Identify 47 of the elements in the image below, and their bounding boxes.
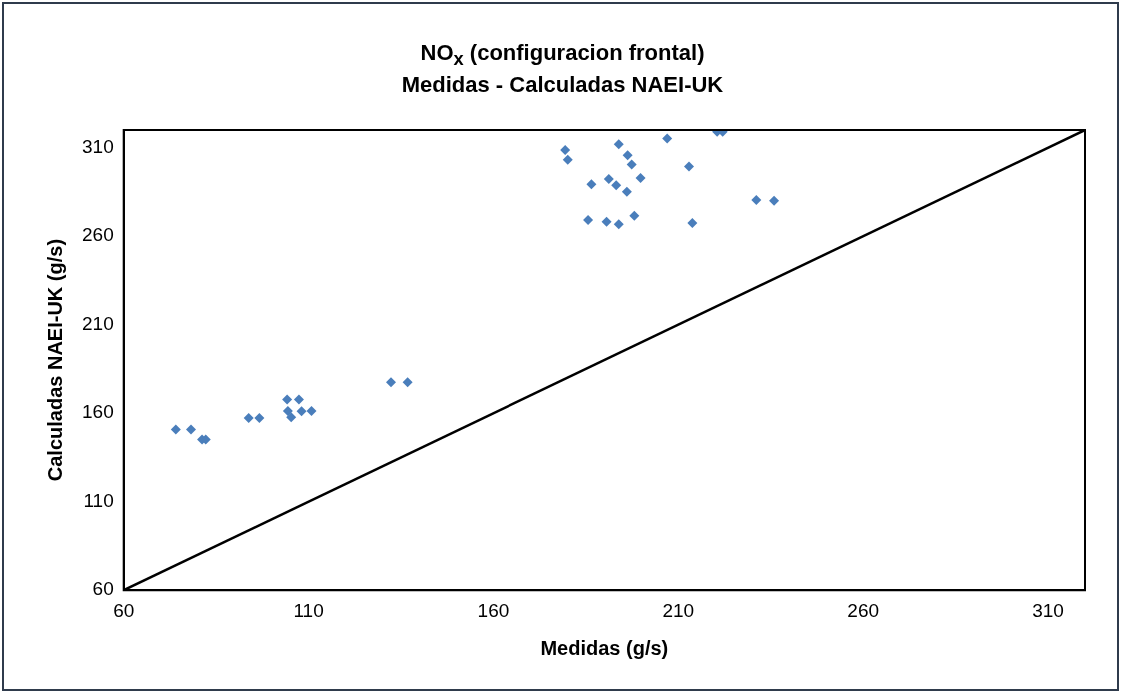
- point: [684, 161, 695, 172]
- point: [562, 154, 573, 165]
- x-axis-title: Medidas (g/s): [540, 636, 669, 659]
- point: [635, 172, 646, 183]
- y-axis-title: Calculadas NAEI-UK (g/s): [43, 238, 66, 482]
- y-tick-label: 260: [82, 224, 114, 246]
- point: [687, 217, 698, 228]
- point: [296, 406, 307, 417]
- point: [613, 219, 624, 230]
- x-tick-label: 60: [113, 599, 135, 621]
- x-tick-label: 210: [662, 599, 695, 621]
- point: [185, 424, 196, 435]
- x-tick-label: 260: [847, 599, 880, 621]
- chart-title: NO$_{x}$ (configuracion frontal): [419, 40, 706, 71]
- point: [282, 394, 293, 405]
- y-tick-label: 110: [83, 489, 114, 511]
- point: [286, 412, 297, 423]
- point: [769, 195, 780, 206]
- y-tick-label: 310: [82, 135, 114, 157]
- point: [254, 412, 265, 423]
- point: [583, 214, 594, 225]
- x-tick-label: 310: [1032, 599, 1064, 621]
- point: [601, 216, 612, 227]
- point: [621, 186, 632, 197]
- point: [282, 405, 293, 416]
- point: [306, 405, 317, 416]
- y-tick-label: 60: [92, 578, 114, 600]
- y-tick-label: 210: [82, 312, 114, 334]
- point: [629, 210, 640, 221]
- y-tick-label: 160: [82, 401, 114, 423]
- point: [170, 424, 181, 435]
- point: [603, 174, 614, 185]
- point: [622, 150, 633, 161]
- point: [402, 377, 413, 388]
- point: [386, 377, 397, 388]
- point: [293, 394, 304, 405]
- point: [626, 159, 637, 170]
- point: [662, 133, 673, 144]
- point: [560, 145, 571, 155]
- point: [613, 139, 624, 150]
- point: [586, 179, 597, 190]
- point: [751, 195, 762, 206]
- chart-subtitle: Medidas - Calculadas NAEI-UK: [400, 72, 725, 98]
- point: [611, 180, 622, 191]
- x-tick-label: 110: [293, 599, 324, 621]
- point: [243, 412, 254, 423]
- x-tick-label: 160: [477, 599, 510, 621]
